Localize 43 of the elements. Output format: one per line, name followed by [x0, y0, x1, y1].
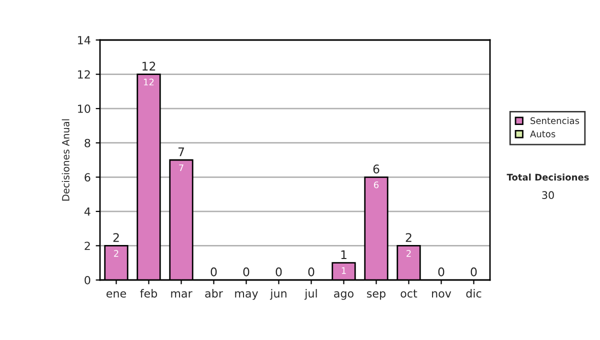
- x-tick-label: nov: [432, 291, 452, 298]
- total-label: 2: [406, 233, 412, 242]
- x-tick-label: oct: [400, 290, 418, 298]
- x-tick-label: ene: [106, 291, 126, 298]
- total-label: 7: [178, 148, 184, 156]
- x-tick-label: abr: [205, 289, 223, 298]
- y-tick-label: 12: [78, 70, 90, 79]
- y-tick-label: 2: [84, 242, 90, 250]
- total-label: 0: [276, 267, 282, 276]
- total-label: 2: [113, 233, 119, 242]
- total-label: 0: [438, 267, 444, 276]
- data-label: 7: [179, 164, 184, 172]
- data-label: 12: [144, 78, 154, 86]
- y-tick-label: 10: [78, 104, 90, 113]
- x-tick-label: jun: [270, 289, 286, 300]
- x-tick-label: jul: [304, 289, 317, 300]
- x-tick-label: sep: [367, 291, 386, 300]
- y-tick-label: 0: [84, 276, 90, 284]
- y-tick-label: 6: [84, 173, 90, 182]
- total-label: 1: [341, 250, 346, 260]
- x-tick-label: may: [235, 291, 258, 300]
- x-tick-label: ago: [334, 291, 354, 300]
- total-label: 6: [373, 164, 380, 174]
- total-label: 0: [243, 267, 250, 276]
- data-label: 6: [374, 181, 379, 188]
- text: Total Decisiones: [506, 174, 589, 181]
- y-tick-label: 14: [78, 36, 90, 44]
- total-label: 12: [142, 62, 156, 70]
- y-tick-label: 8: [84, 138, 90, 148]
- y-tick-label: 4: [84, 208, 90, 216]
- total-label: 0: [210, 267, 217, 276]
- data-label: 2: [406, 250, 411, 257]
- total-label: 0: [308, 267, 314, 276]
- legend-label: Sentencias: [530, 117, 580, 124]
- text: 30: [542, 191, 554, 200]
- x-tick-label: feb: [140, 289, 158, 298]
- y-axis-title: Decisiones Anual: [62, 119, 70, 201]
- legend-label: Autos: [530, 130, 556, 138]
- total-label: 0: [470, 267, 477, 276]
- x-tick-label: dic: [466, 289, 482, 298]
- data-label: 1: [342, 267, 346, 274]
- data-label: 2: [114, 250, 118, 257]
- x-tick-label: mar: [171, 291, 192, 298]
